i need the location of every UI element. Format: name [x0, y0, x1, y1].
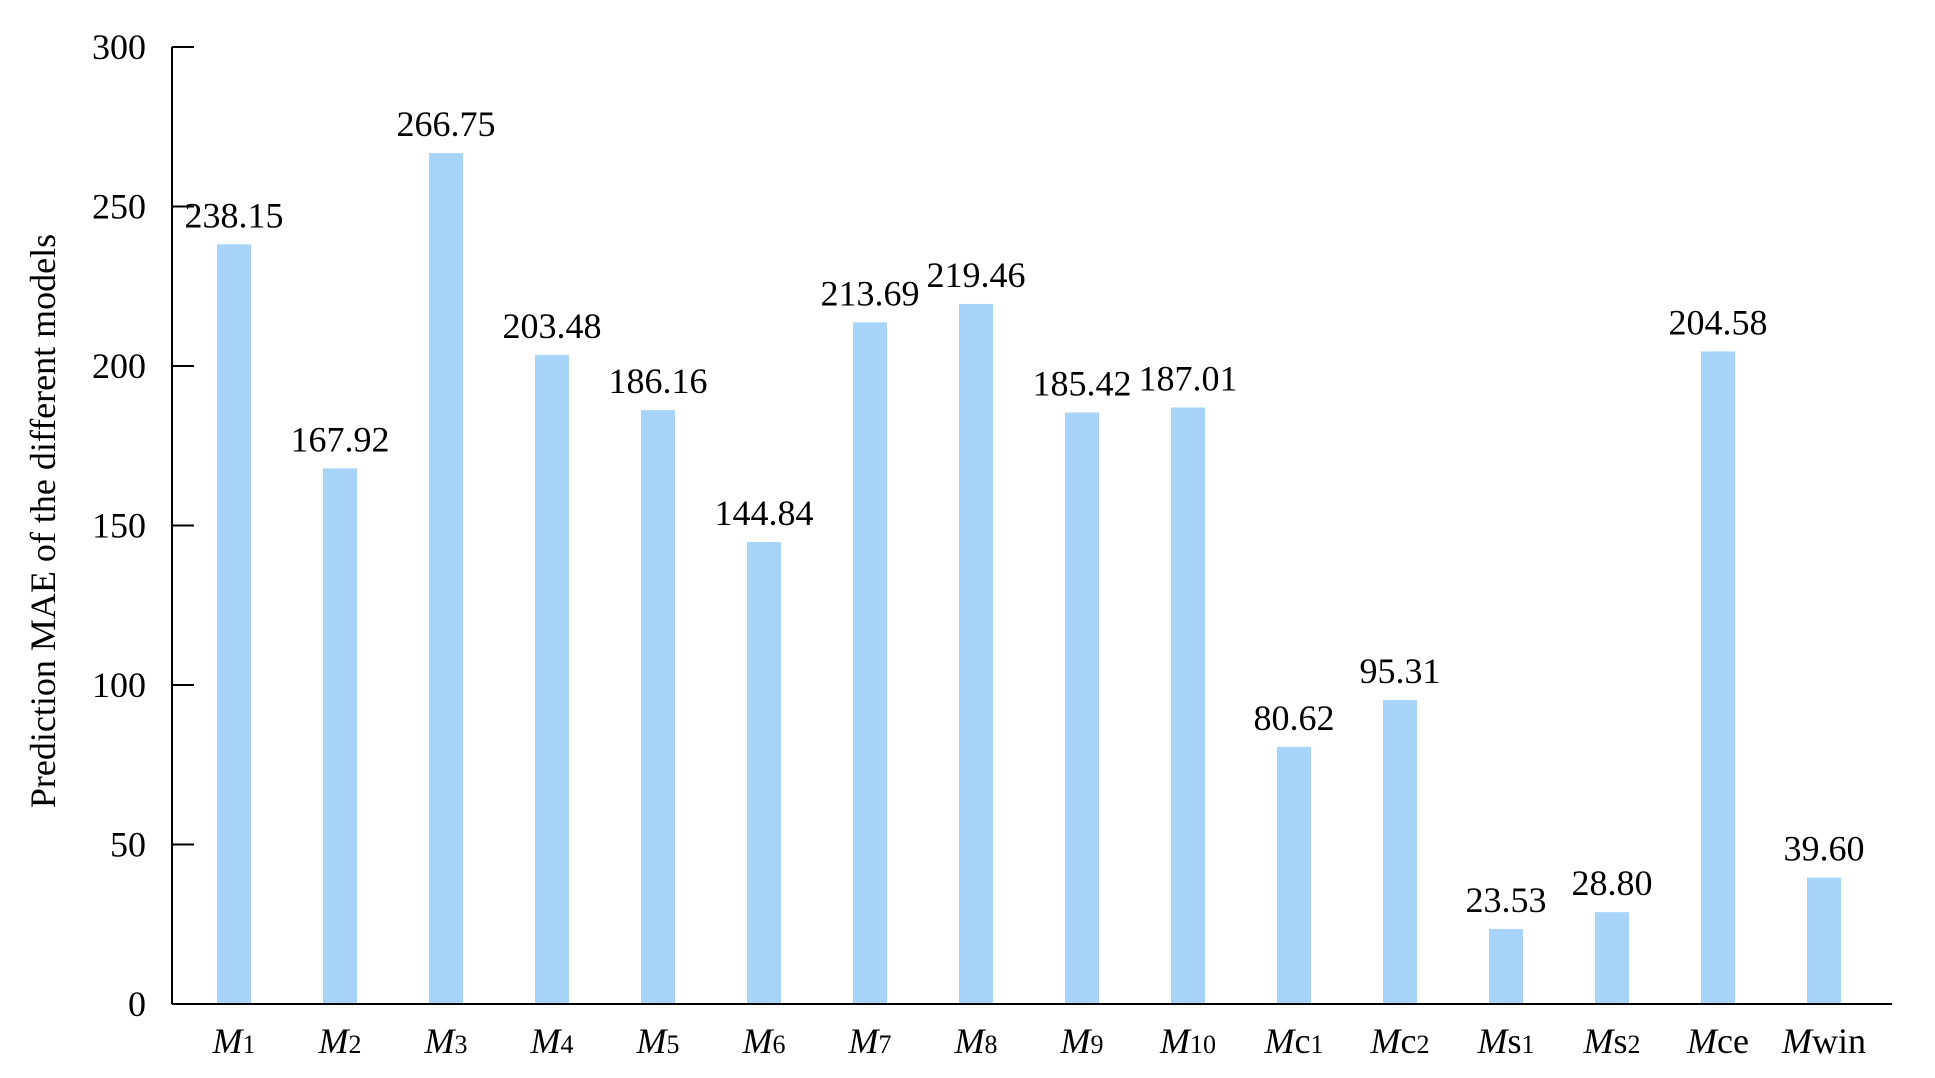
data-label-16: 39.60: [1784, 829, 1865, 869]
y-axis-label-group: Prediction MAE of the different models: [23, 234, 63, 808]
bar-12: [1383, 699, 1417, 1004]
data-label-8: 219.46: [927, 255, 1026, 295]
y-tick-label-50: 50: [110, 825, 146, 865]
bar-10: [1171, 407, 1205, 1004]
bar-1: [217, 244, 251, 1004]
x-tick-label-10: M10: [1159, 1021, 1216, 1061]
x-tick-label-12: Mc2: [1370, 1021, 1430, 1061]
y-tick-label-100: 100: [92, 665, 146, 705]
data-label-6: 144.84: [715, 493, 814, 533]
bar-15: [1701, 351, 1735, 1005]
data-label-7: 213.69: [821, 273, 920, 313]
y-axis-label: Prediction MAE of the different models: [23, 234, 63, 808]
data-label-2: 167.92: [291, 419, 390, 459]
x-tick-label-6: M6: [742, 1021, 786, 1061]
data-label-10: 187.01: [1139, 358, 1238, 398]
y-tick-label-200: 200: [92, 346, 146, 386]
y-tick-label-300: 300: [92, 27, 146, 67]
bar-7: [853, 322, 887, 1005]
y-tick-label-150: 150: [92, 506, 146, 546]
bar-8: [959, 303, 993, 1004]
data-label-14: 28.80: [1572, 863, 1653, 903]
x-tick-label-2: M2: [318, 1021, 362, 1061]
data-label-13: 23.53: [1466, 880, 1547, 920]
x-tick-label-8: M8: [954, 1021, 998, 1061]
y-ticks-layer: 0 50 100 150 200 250 300: [92, 27, 194, 1024]
data-label-3: 266.75: [397, 104, 496, 144]
bar-2: [323, 468, 357, 1004]
bar-6: [747, 541, 781, 1004]
x-tick-label-1: M1: [212, 1021, 256, 1061]
data-label-12: 95.31: [1360, 651, 1441, 691]
bar-13: [1489, 928, 1523, 1004]
data-label-1: 238.15: [185, 195, 284, 235]
bar-4: [535, 354, 569, 1004]
x-tick-label-9: M9: [1060, 1021, 1104, 1061]
x-tick-label-16: Mwin: [1781, 1021, 1866, 1061]
x-tick-label-4: M4: [530, 1021, 574, 1061]
data-label-11: 80.62: [1254, 698, 1335, 738]
bar-9: [1065, 412, 1099, 1004]
bar-3: [429, 153, 463, 1004]
x-tick-label-5: M5: [636, 1021, 680, 1061]
x-tick-label-3: M3: [424, 1021, 468, 1061]
x-tick-label-14: Ms2: [1582, 1021, 1640, 1061]
data-label-4: 203.48: [503, 306, 602, 346]
data-label-5: 186.16: [609, 361, 708, 401]
bars-layer: [217, 153, 1841, 1005]
x-tick-label-7: M7: [848, 1021, 892, 1061]
x-ticks-layer: M1 M2 M3 M4 M5 M6 M7 M8 M9 M10 Mc1 Mc2 Ms1 Ms2 Mce Mwin: [212, 1021, 1867, 1061]
x-tick-label-15: Mce: [1686, 1021, 1749, 1061]
y-tick-label-250: 250: [92, 187, 146, 227]
bar-5: [641, 410, 675, 1004]
data-label-15: 204.58: [1669, 302, 1768, 342]
bar-16: [1807, 877, 1841, 1004]
y-tick-label-0: 0: [128, 984, 146, 1024]
data-label-9: 185.42: [1033, 364, 1132, 404]
bar-14: [1595, 912, 1629, 1004]
x-tick-label-13: Ms1: [1476, 1021, 1534, 1061]
bar-11: [1277, 746, 1311, 1004]
x-tick-label-11: Mc1: [1264, 1021, 1324, 1061]
